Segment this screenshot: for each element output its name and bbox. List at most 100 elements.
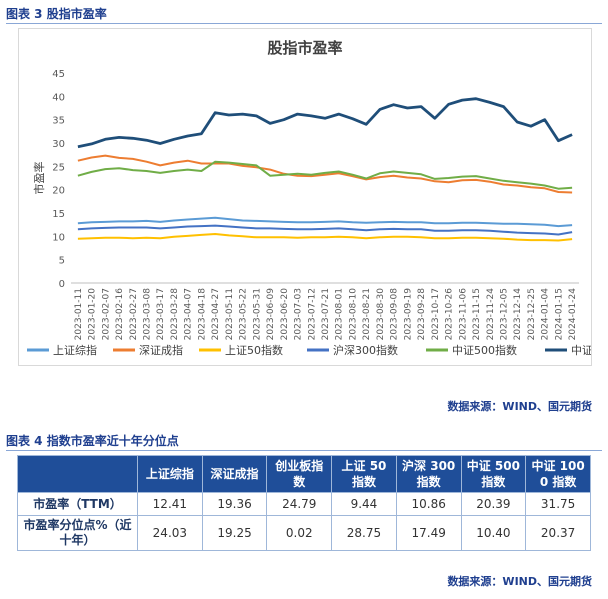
x-tick-label: 2023-07-12 — [307, 288, 317, 340]
x-tick-label: 2023-05-31 — [252, 288, 262, 340]
table-header-cell: 中证 1000 指数 — [525, 455, 591, 493]
table-cell: 10.86 — [395, 492, 462, 516]
series-line — [77, 233, 573, 242]
x-tick-label: 2023-08-01 — [335, 288, 345, 340]
table-header-cell: 创业板指数 — [266, 455, 333, 493]
x-tick-label: 2023-11-24 — [486, 288, 496, 341]
row-label: 市盈率分位点%（近十年） — [17, 515, 138, 551]
legend-label: 上证50指数 — [225, 343, 283, 357]
y-tick-label: 5 — [59, 256, 65, 267]
y-tick-label: 15 — [52, 209, 65, 220]
table-row: 市盈率分位点%（近十年） 24.03 19.25 0.02 28.75 17.4… — [17, 515, 591, 551]
x-tick-label: 2023-03-17 — [156, 288, 166, 340]
series-line — [77, 216, 573, 228]
table-cell: 28.75 — [331, 515, 397, 551]
table-header-cell — [17, 455, 138, 493]
table-header-cell: 上证 50 指数 — [331, 455, 397, 493]
table-cell: 20.37 — [525, 515, 591, 551]
table-row: 市盈率（TTM） 12.41 19.36 24.79 9.44 10.86 20… — [17, 492, 591, 516]
table-cell: 17.49 — [395, 515, 462, 551]
table-cell: 31.75 — [525, 492, 591, 516]
pe-percentile-table: 上证综指 深证成指 创业板指数 上证 50 指数 沪深 300 指数 中证 50… — [17, 455, 591, 551]
table-cell: 9.44 — [331, 492, 397, 516]
table-cell: 20.39 — [460, 492, 527, 516]
y-tick-label: 20 — [52, 186, 65, 197]
figure3-source: 数据来源：WIND、国元期货 — [447, 400, 592, 413]
series-layer — [77, 97, 573, 242]
x-tick-label: 2023-10-17 — [431, 288, 441, 340]
y-tick-label: 45 — [52, 69, 65, 80]
figure4-caption: 图表 4 指数市盈率近十年分位点 — [6, 434, 179, 448]
x-tick-label: 2023-08-30 — [376, 288, 386, 341]
x-tick-label: 2023-08-21 — [362, 288, 372, 340]
x-tick-label: 2023-03-08 — [143, 288, 153, 341]
figure3-caption: 图表 3 股指市盈率 — [6, 7, 107, 21]
table-cell: 24.03 — [137, 515, 203, 551]
table-header-cell: 中证 500 指数 — [460, 455, 527, 493]
chart-title: 股指市盈率 — [267, 39, 342, 57]
x-tick-label: 2023-12-25 — [527, 288, 537, 340]
legend-label: 上证综指 — [53, 343, 97, 357]
y-tick-label: 0 — [59, 279, 65, 290]
y-tick-label: 30 — [52, 139, 65, 150]
x-tick-label: 2023-12-14 — [513, 288, 523, 341]
x-tick-label: 2023-09-08 — [390, 288, 400, 341]
x-tick-label: 2023-02-16 — [115, 288, 125, 341]
x-tick-label: 2023-05-22 — [239, 288, 249, 340]
table-header-cell: 深证成指 — [201, 455, 268, 493]
table-cell: 12.41 — [137, 492, 203, 516]
x-tick-label: 2023-11-06 — [458, 288, 468, 341]
x-tick-label: 2023-09-28 — [417, 288, 427, 341]
x-tick-label: 2024-01-24 — [568, 288, 578, 341]
x-tick-label: 2023-09-19 — [403, 288, 413, 341]
table-cell: 0.02 — [266, 515, 333, 551]
table-cell: 19.25 — [201, 515, 268, 551]
x-tick-label: 2023-10-26 — [445, 288, 455, 341]
y-tick-label: 40 — [52, 92, 65, 103]
y-tick-label: 10 — [52, 232, 65, 243]
x-tick-label: 2023-08-10 — [348, 288, 358, 341]
series-line — [77, 154, 573, 194]
table-cell: 19.36 — [201, 492, 268, 516]
x-tick-label: 2023-03-28 — [170, 288, 180, 341]
table-header-cell: 沪深 300 指数 — [395, 455, 462, 493]
y-axis-label: 市盈率 — [32, 162, 46, 195]
figure4-caption-rule — [6, 450, 602, 451]
x-tick-label: 2023-01-20 — [88, 288, 98, 341]
figure3-caption-rule — [6, 23, 602, 24]
chart-canvas: 股指市盈率 市盈率 0 5 10 15 20 25 30 35 40 45 2023-01-11 20… — [27, 39, 591, 357]
table-cell: 24.79 — [266, 492, 333, 516]
series-line — [77, 97, 573, 149]
x-tick-label: 2024-01-15 — [554, 288, 564, 340]
pe-line-chart: 股指市盈率 市盈率 0 5 10 15 20 25 30 35 40 45 2023-01-11 20… — [18, 28, 592, 366]
x-tick-label: 2023-11-15 — [472, 288, 482, 340]
table-cell: 10.40 — [460, 515, 527, 551]
x-tick-label: 2023-12-05 — [499, 288, 509, 340]
table-header-row: 上证综指 深证成指 创业板指数 上证 50 指数 沪深 300 指数 中证 50… — [17, 455, 591, 493]
x-tick-label: 2023-06-09 — [266, 288, 276, 341]
x-tick-label: 2023-04-27 — [211, 288, 221, 340]
x-tick-label: 2023-01-11 — [74, 288, 84, 340]
figure4-source: 数据来源：WIND、国元期货 — [447, 575, 592, 588]
x-tick-label: 2024-01-04 — [541, 288, 551, 341]
y-tick-label: 35 — [52, 116, 65, 127]
legend-label: 沪深300指数 — [333, 343, 398, 357]
x-tick-label: 2023-05-11 — [225, 288, 235, 340]
row-label: 市盈率（TTM） — [17, 492, 138, 516]
legend-label: 中证500指数 — [452, 343, 517, 357]
table-header-cell: 上证综指 — [137, 455, 203, 493]
series-line — [77, 224, 573, 236]
x-tick-label: 2023-04-18 — [197, 288, 207, 341]
x-tick-label: 2023-02-07 — [101, 288, 111, 340]
x-tick-label: 2023-07-03 — [294, 288, 304, 340]
x-tick-label: 2023-04-07 — [184, 288, 194, 340]
legend-label: 深证成指 — [139, 343, 183, 357]
x-tick-label: 2023-02-27 — [129, 288, 139, 340]
series-line — [77, 160, 573, 190]
x-tick-label: 2023-06-20 — [280, 288, 290, 341]
x-tick-label: 2023-07-21 — [321, 288, 331, 340]
y-tick-label: 25 — [52, 162, 65, 173]
